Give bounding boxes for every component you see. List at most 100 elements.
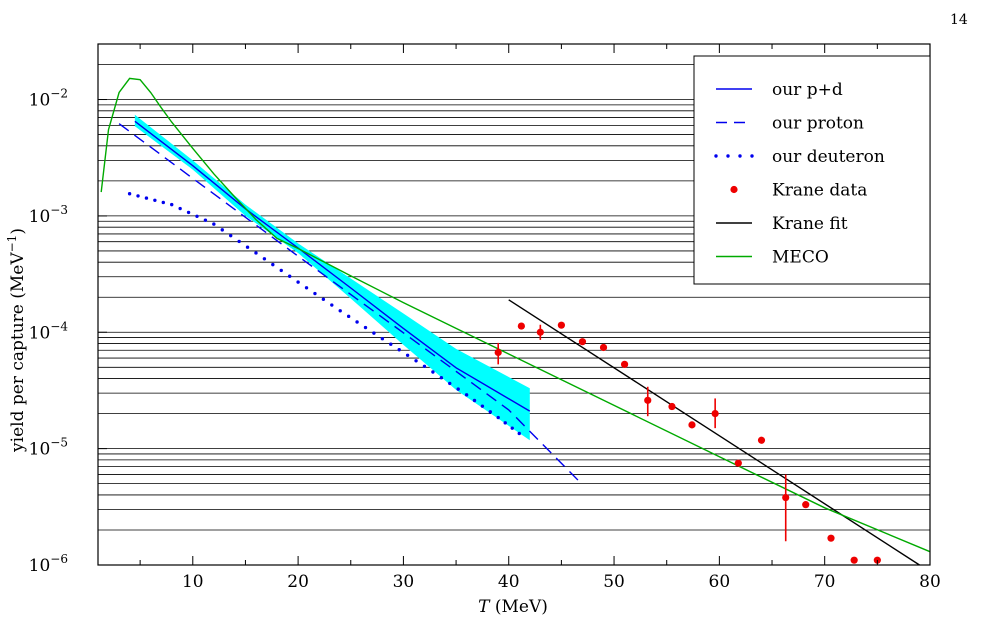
series-dot-our-deuteron bbox=[346, 314, 351, 319]
series-dot-our-deuteron bbox=[153, 198, 157, 202]
series-line-our-p-d bbox=[134, 120, 531, 412]
y-tick-label: 10−4 bbox=[29, 319, 69, 343]
y-tick-label: 10−3 bbox=[29, 203, 68, 227]
series-dot-our-deuteron bbox=[372, 331, 376, 335]
series-dot-our-deuteron bbox=[330, 303, 334, 307]
series-dot-our-deuteron bbox=[313, 291, 317, 296]
x-tick-label: 50 bbox=[603, 572, 625, 592]
legend-swatch-our-deuteron bbox=[726, 154, 730, 158]
series-dot-our-deuteron bbox=[503, 421, 507, 425]
y-tick-label: 10−2 bbox=[29, 87, 68, 111]
y-tick-label: 10−5 bbox=[29, 436, 68, 460]
series-dot-our-deuteron bbox=[480, 404, 485, 408]
krane-data-point bbox=[850, 556, 858, 564]
legend-label-our-p-d: our p+d bbox=[772, 80, 843, 100]
series-dot-our-deuteron bbox=[178, 206, 182, 211]
tick-labels: 10 20 30 40 50 60 70 80 10−6 10−5 10−4 10−3 10−2 bbox=[29, 87, 941, 592]
series-line-meco bbox=[100, 77, 931, 553]
series-dot-our-deuteron bbox=[161, 200, 165, 205]
krane-data-point bbox=[644, 396, 652, 404]
series-dot-our-deuteron bbox=[237, 239, 241, 244]
series-dot-our-deuteron bbox=[136, 194, 140, 198]
series-dot-our-deuteron bbox=[464, 393, 469, 397]
krane-data-point bbox=[757, 436, 766, 444]
series-dot-our-deuteron bbox=[304, 286, 309, 290]
series-dot-our-deuteron bbox=[212, 222, 216, 226]
legend-label-krane-data: Krane data bbox=[772, 181, 867, 201]
series-dot-our-deuteron bbox=[271, 262, 275, 267]
x-tick-label: 10 bbox=[182, 572, 204, 592]
krane-data-point bbox=[517, 322, 525, 330]
series-dot-our-deuteron bbox=[228, 233, 233, 238]
legend-label-meco: MECO bbox=[772, 248, 829, 268]
krane-data-point bbox=[599, 343, 608, 352]
legend-swatch-our-deuteron bbox=[738, 154, 742, 158]
legend: our p+d our proton our deuteron Krane data K… bbox=[693, 55, 931, 285]
krane-data-point bbox=[494, 348, 502, 357]
series-line-our-proton bbox=[118, 123, 583, 486]
series-dot-our-deuteron bbox=[472, 398, 477, 403]
series-dot-our-deuteron bbox=[439, 376, 444, 380]
series-dot-our-deuteron bbox=[389, 342, 393, 346]
krane-data-point bbox=[802, 501, 810, 509]
legend-swatch-our-deuteron bbox=[714, 154, 718, 158]
plot-frame bbox=[97, 43, 931, 566]
series-dot-our-deuteron bbox=[488, 410, 493, 414]
krane-data-point bbox=[734, 459, 742, 467]
series-dot-our-deuteron bbox=[254, 251, 258, 255]
series-dot-our-deuteron bbox=[186, 210, 191, 215]
series-dot-our-deuteron bbox=[321, 297, 326, 301]
band-layer bbox=[134, 114, 530, 441]
series-dot-our-deuteron bbox=[279, 268, 283, 273]
series-dot-our-deuteron bbox=[456, 387, 460, 391]
krane-data-point bbox=[620, 360, 629, 368]
krane-data-point bbox=[782, 493, 790, 502]
series-dot-our-deuteron bbox=[414, 359, 418, 363]
series-dot-our-deuteron bbox=[422, 364, 427, 368]
krane-data-point bbox=[668, 402, 676, 411]
series-dot-our-deuteron bbox=[287, 274, 292, 278]
marker-layer bbox=[494, 321, 881, 564]
series-dot-our-deuteron bbox=[127, 192, 132, 196]
x-tick-label: 60 bbox=[709, 572, 731, 592]
series-dot-our-deuteron bbox=[245, 245, 250, 249]
legend-label-our-deuteron: our deuteron bbox=[772, 147, 885, 167]
y-tick-label: 10−6 bbox=[29, 552, 68, 576]
series-dot-our-deuteron bbox=[262, 257, 267, 261]
krane-data-point bbox=[688, 421, 696, 429]
krane-data-point bbox=[578, 338, 587, 346]
x-tick-label: 40 bbox=[498, 572, 520, 592]
series-dot-our-deuteron bbox=[380, 337, 385, 341]
page-number: 14 bbox=[950, 12, 968, 28]
krane-data-point bbox=[536, 328, 544, 336]
series-dot-our-deuteron bbox=[195, 214, 199, 219]
legend-swatch-our-deuteron bbox=[750, 154, 754, 158]
axes-layer bbox=[97, 43, 931, 566]
x-tick-label: 30 bbox=[393, 572, 415, 592]
series-dot-our-deuteron bbox=[144, 196, 149, 200]
series-layer bbox=[100, 77, 931, 566]
krane-data-point bbox=[711, 409, 719, 418]
series-dot-our-deuteron bbox=[203, 218, 208, 222]
x-axis-title: T (MeV) bbox=[478, 597, 548, 617]
legend-box bbox=[693, 55, 931, 285]
series-dot-our-deuteron bbox=[363, 325, 368, 330]
legend-swatch-krane-data bbox=[730, 185, 738, 194]
krane-data-point bbox=[557, 321, 565, 329]
series-dot-our-deuteron bbox=[355, 320, 359, 324]
series-dot-our-deuteron bbox=[496, 415, 500, 420]
y-axis-title: yield per capture (MeV−1) bbox=[5, 228, 28, 453]
series-dot-our-deuteron bbox=[220, 228, 224, 232]
legend-label-krane-fit: Krane fit bbox=[772, 214, 848, 234]
series-dot-our-deuteron bbox=[170, 202, 174, 207]
series-dot-our-deuteron bbox=[517, 431, 521, 436]
series-dot-our-deuteron bbox=[397, 348, 401, 352]
x-tick-label: 80 bbox=[919, 572, 941, 592]
series-dot-our-deuteron bbox=[510, 426, 514, 430]
series-dot-our-deuteron bbox=[448, 381, 452, 386]
series-dot-our-deuteron bbox=[405, 353, 410, 357]
series-line-krane-fit bbox=[508, 299, 920, 566]
series-dot-our-deuteron bbox=[296, 280, 300, 284]
series-dot-our-deuteron bbox=[431, 370, 435, 374]
x-tick-label: 70 bbox=[814, 572, 836, 592]
